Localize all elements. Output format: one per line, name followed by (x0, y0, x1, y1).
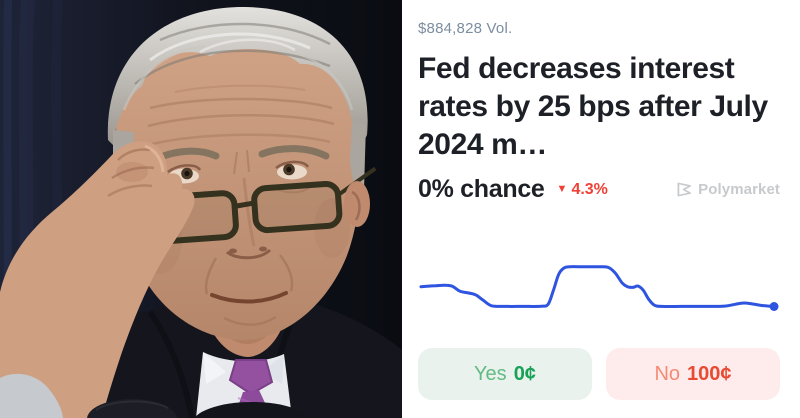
powell-photo-art (0, 0, 402, 418)
chance-chart (418, 248, 780, 338)
market-panel: $884,828 Vol. Fed decreases interest rat… (402, 0, 800, 418)
ear (344, 181, 370, 227)
chance-delta-value: 4.3% (571, 180, 608, 198)
chance-sparkline (419, 265, 779, 311)
no-button-label: No (654, 362, 681, 385)
polymarket-icon (677, 182, 692, 197)
yes-button[interactable]: Yes 0¢ (418, 348, 592, 400)
polymarket-wordmark: Polymarket (698, 181, 780, 198)
down-arrow-icon: ▼ (556, 183, 568, 195)
shirt-cuff (0, 373, 63, 418)
microphones (87, 399, 310, 418)
volume-label: $884,828 Vol. (418, 20, 513, 37)
yes-button-label: Yes (474, 362, 507, 385)
glasses (124, 166, 377, 245)
trade-buttons: Yes 0¢ No 100¢ (418, 348, 780, 400)
no-button[interactable]: No 100¢ (606, 348, 780, 400)
chance-row: 0% chance ▼ 4.3% Polymarket (418, 175, 780, 204)
no-button-price: 100¢ (687, 362, 732, 385)
market-title: Fed decreases interest rates by 25 bps a… (418, 52, 768, 161)
hand (0, 141, 195, 418)
chance-value: 0% chance (418, 175, 545, 203)
powell-photo (0, 0, 402, 418)
yes-button-price: 0¢ (513, 362, 536, 385)
polymarket-attribution-link[interactable]: Polymarket (676, 181, 780, 198)
chance-delta: ▼ 4.3% (557, 181, 608, 199)
